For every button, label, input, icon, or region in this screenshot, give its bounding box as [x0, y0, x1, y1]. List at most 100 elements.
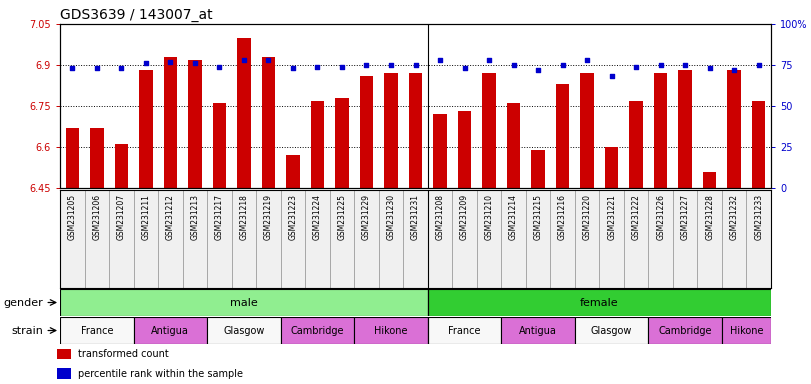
Bar: [158, 190, 182, 288]
Point: [336, 64, 349, 70]
Text: Glasgow: Glasgow: [223, 326, 264, 336]
Bar: [624, 190, 649, 288]
Bar: [90, 128, 104, 188]
Bar: [60, 190, 84, 288]
Point: [727, 67, 740, 73]
Text: Antigua: Antigua: [152, 326, 189, 336]
Bar: [629, 101, 643, 188]
Text: Hikone: Hikone: [730, 326, 763, 336]
Bar: [575, 190, 599, 288]
Text: GSM231211: GSM231211: [141, 194, 150, 240]
Bar: [477, 190, 501, 288]
Point: [679, 62, 692, 68]
Text: strain: strain: [11, 326, 43, 336]
Bar: [262, 57, 275, 188]
Text: GSM231219: GSM231219: [264, 194, 272, 240]
Bar: [182, 190, 207, 288]
Bar: [330, 190, 354, 288]
Bar: [114, 144, 128, 188]
Bar: [575, 317, 649, 344]
Point: [286, 65, 299, 71]
Point: [581, 57, 594, 63]
Bar: [384, 73, 397, 188]
Bar: [57, 349, 71, 359]
Bar: [84, 190, 109, 288]
Bar: [581, 73, 594, 188]
Text: Antigua: Antigua: [519, 326, 557, 336]
Point: [139, 60, 152, 66]
Text: GSM231221: GSM231221: [607, 194, 616, 240]
Point: [556, 62, 569, 68]
Text: France: France: [80, 326, 113, 336]
Text: Cambridge: Cambridge: [290, 326, 344, 336]
Point: [311, 64, 324, 70]
Bar: [649, 317, 722, 344]
Text: GSM231233: GSM231233: [754, 194, 763, 240]
Text: GSM231218: GSM231218: [239, 194, 248, 240]
Bar: [60, 317, 134, 344]
Text: Glasgow: Glasgow: [591, 326, 633, 336]
Bar: [433, 114, 447, 188]
Bar: [605, 147, 618, 188]
Text: female: female: [580, 298, 619, 308]
Bar: [354, 190, 379, 288]
Bar: [134, 190, 158, 288]
Text: GSM231209: GSM231209: [460, 194, 469, 240]
Bar: [427, 317, 501, 344]
Text: Hikone: Hikone: [374, 326, 408, 336]
Bar: [722, 190, 746, 288]
Bar: [427, 190, 453, 288]
Bar: [109, 190, 134, 288]
Bar: [281, 317, 354, 344]
Text: GSM231206: GSM231206: [92, 194, 101, 240]
Text: GSM231207: GSM231207: [117, 194, 126, 240]
Point: [238, 57, 251, 63]
Text: GSM231227: GSM231227: [680, 194, 689, 240]
Point: [753, 62, 766, 68]
Bar: [501, 190, 526, 288]
Bar: [212, 103, 226, 188]
Bar: [207, 190, 232, 288]
Bar: [66, 128, 79, 188]
Text: GSM231216: GSM231216: [558, 194, 567, 240]
Text: transformed count: transformed count: [78, 349, 169, 359]
Text: GSM231222: GSM231222: [632, 194, 641, 240]
Text: GSM231217: GSM231217: [215, 194, 224, 240]
Point: [409, 62, 422, 68]
Text: GSM231208: GSM231208: [436, 194, 444, 240]
Bar: [531, 150, 545, 188]
Point: [703, 65, 716, 71]
Bar: [427, 289, 771, 316]
Bar: [335, 98, 349, 188]
Text: GSM231223: GSM231223: [289, 194, 298, 240]
Text: GSM231225: GSM231225: [337, 194, 346, 240]
Bar: [57, 368, 71, 379]
Bar: [360, 76, 373, 188]
Bar: [722, 317, 771, 344]
Point: [90, 65, 103, 71]
Bar: [649, 190, 673, 288]
Bar: [507, 103, 521, 188]
Text: GSM231212: GSM231212: [165, 194, 175, 240]
Point: [384, 62, 397, 68]
Bar: [551, 190, 575, 288]
Bar: [746, 190, 771, 288]
Text: GSM231232: GSM231232: [730, 194, 739, 240]
Text: GSM231220: GSM231220: [582, 194, 591, 240]
Point: [115, 65, 128, 71]
Point: [507, 62, 520, 68]
Bar: [286, 155, 299, 188]
Bar: [305, 190, 330, 288]
Bar: [654, 73, 667, 188]
Point: [654, 62, 667, 68]
Bar: [409, 73, 423, 188]
Bar: [453, 190, 477, 288]
Text: France: France: [448, 326, 481, 336]
Text: GSM231213: GSM231213: [191, 194, 200, 240]
Bar: [697, 190, 722, 288]
Bar: [703, 172, 716, 188]
Bar: [599, 190, 624, 288]
Bar: [501, 317, 575, 344]
Bar: [526, 190, 551, 288]
Point: [458, 65, 471, 71]
